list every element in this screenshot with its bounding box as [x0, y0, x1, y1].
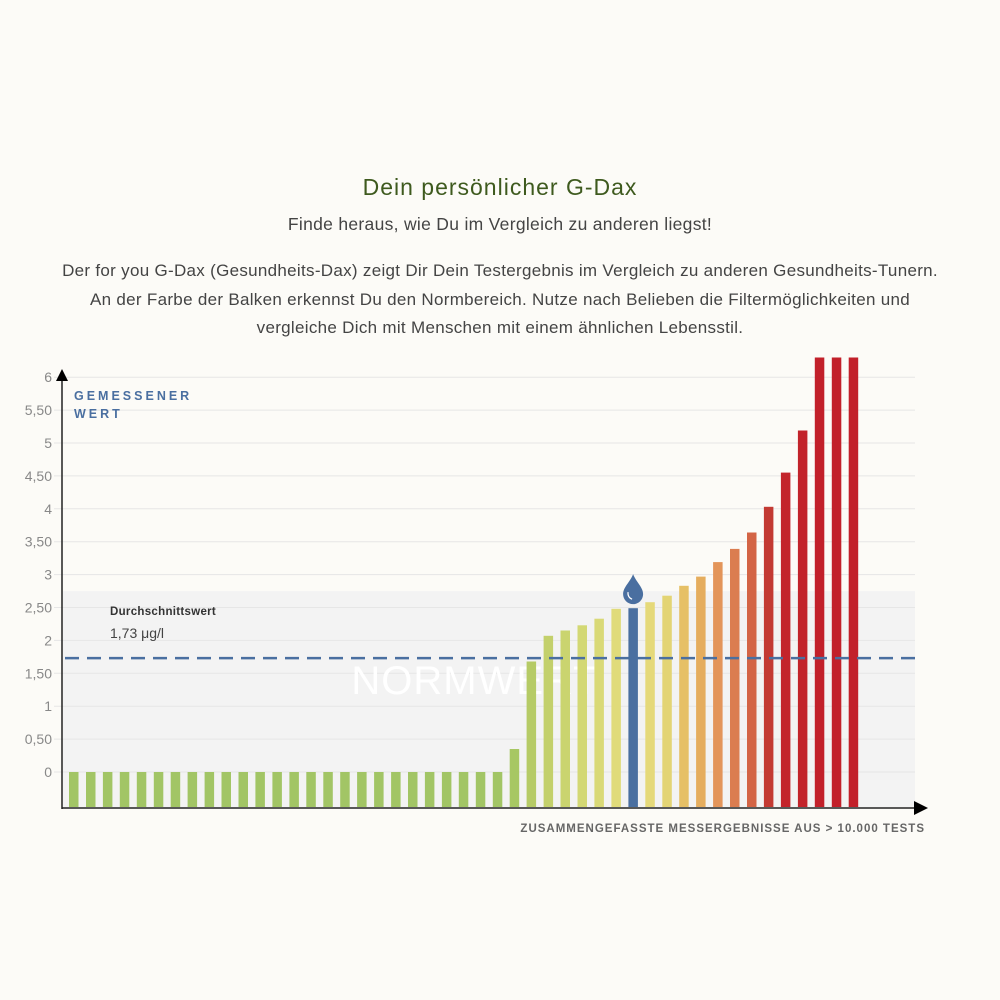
- bar: [323, 772, 333, 807]
- bar: [730, 548, 740, 807]
- bar: [780, 472, 791, 807]
- bar: [645, 602, 655, 807]
- bar: [831, 357, 842, 807]
- y-tick-labels: 0 0,50 1 1,50 2 2,50 3 3,50 4 4,50 5 5,50 6: [25, 369, 52, 780]
- bar: [713, 562, 723, 807]
- y-tick-label: 1,50: [25, 665, 52, 681]
- bar: [69, 772, 79, 807]
- description-line: vergleiche Dich mit Menschen mit einem ä…: [256, 318, 744, 337]
- bar: [543, 635, 554, 807]
- bar: [306, 772, 316, 807]
- bar: [611, 608, 621, 807]
- y-tick-label: 6: [44, 369, 52, 385]
- bar: [662, 595, 672, 807]
- y-tick-label: 5,50: [25, 402, 52, 418]
- page-description: Der for you G-Dax (Gesundheits-Dax) zeig…: [0, 257, 1000, 343]
- bar: [560, 630, 570, 807]
- y-tick-label: 0: [44, 764, 52, 780]
- water-drop-highlight: [627, 592, 633, 600]
- y-tick-label: 2: [44, 632, 52, 648]
- average-label: Durchschnittswert: [110, 606, 216, 618]
- bar: [272, 772, 282, 807]
- bar: [475, 772, 486, 807]
- bar: [221, 772, 231, 807]
- page-title: Dein persönlicher G-Dax: [362, 174, 638, 200]
- bar: [408, 772, 418, 807]
- bar: [255, 772, 265, 807]
- average-value: 1,73 μg/l: [110, 625, 164, 641]
- bar: [458, 772, 469, 807]
- y-axis-arrow-icon: [56, 369, 68, 381]
- bar: [136, 772, 147, 807]
- y-tick-label: 4,50: [25, 468, 52, 484]
- bar: [374, 772, 384, 807]
- bar: [391, 772, 401, 807]
- bar: [509, 749, 520, 807]
- bar: [441, 772, 452, 807]
- bar: [814, 357, 825, 807]
- bar: [696, 576, 706, 807]
- y-axis-label-line2: WERT: [74, 407, 123, 421]
- bar: [577, 625, 587, 807]
- bar: [848, 357, 859, 807]
- bar: [86, 772, 96, 807]
- norm-range-label: NORMWERT: [351, 659, 598, 703]
- x-axis-label: ZUSAMMENGEFASSTE MESSERGEBNISSE AUS > 10…: [520, 823, 925, 835]
- bar: [119, 772, 130, 807]
- bar: [357, 772, 367, 807]
- y-tick-label: 2,50: [25, 600, 52, 616]
- bar: [340, 772, 350, 807]
- y-tick-label: 1: [44, 698, 52, 714]
- bar: [424, 772, 435, 807]
- bar: [492, 772, 503, 807]
- y-tick-label: 0,50: [25, 731, 52, 747]
- bar: [679, 585, 689, 807]
- y-tick-label: 3: [44, 567, 52, 583]
- bar: [187, 772, 198, 807]
- y-axis-label-line1: GEMESSENER: [74, 389, 192, 403]
- bar: [170, 772, 181, 807]
- bar: [526, 661, 537, 807]
- water-drop-icon: [623, 574, 644, 605]
- description-line: Der for you G-Dax (Gesundheits-Dax) zeig…: [62, 261, 938, 280]
- y-tick-label: 4: [44, 501, 52, 517]
- bar: [238, 772, 248, 807]
- description-line: An der Farbe der Balken erkennst Du den …: [90, 289, 910, 309]
- bar: [204, 772, 215, 807]
- bar: [102, 772, 113, 807]
- bar: [153, 772, 164, 807]
- bar: [797, 430, 808, 807]
- y-tick-label: 5: [44, 435, 52, 451]
- bar: [289, 772, 299, 807]
- bars: [69, 357, 859, 807]
- x-axis-arrow-icon: [914, 801, 928, 815]
- bar: [747, 532, 757, 807]
- bar-own-result: [628, 608, 638, 807]
- page-subtitle: Finde heraus, wie Du im Vergleich zu and…: [287, 214, 713, 234]
- y-tick-label: 3,50: [25, 534, 52, 550]
- bar: [763, 506, 774, 807]
- bar: [594, 618, 604, 807]
